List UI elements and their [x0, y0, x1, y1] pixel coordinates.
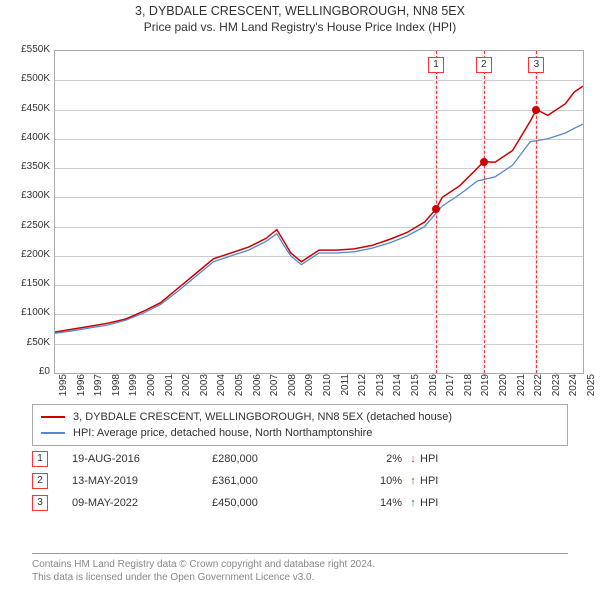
legend-label: HPI: Average price, detached house, Nort…: [73, 425, 372, 441]
highlight-marker-box: 3: [528, 57, 544, 73]
x-axis-label: 2021: [516, 374, 527, 404]
x-axis-label: 2016: [428, 374, 439, 404]
x-axis-label: 1997: [93, 374, 104, 404]
transaction-row: 2 13-MAY-2019£361,00010% ↑ HPI: [32, 470, 568, 492]
transactions-table: 1 19-AUG-2016£280,0002% ↓ HPI 2 13-MAY-2019£…: [32, 448, 568, 514]
legend: 3, DYBDALE CRESCENT, WELLINGBOROUGH, NN8…: [32, 404, 568, 446]
x-axis-label: 2010: [322, 374, 333, 404]
x-axis-label: 2011: [340, 374, 351, 404]
legend-label: 3, DYBDALE CRESCENT, WELLINGBOROUGH, NN8…: [73, 409, 452, 425]
arrow-up-icon: ↑: [406, 475, 420, 487]
transaction-index-box: 2: [32, 473, 48, 489]
plot-region: 1 2 3: [54, 50, 584, 374]
y-axis-label: £150K: [10, 278, 50, 289]
transaction-index-box: 1: [32, 451, 48, 467]
y-axis-label: £50K: [10, 337, 50, 348]
transaction-price: £361,000: [212, 475, 332, 487]
x-axis-label: 2017: [445, 374, 456, 404]
x-axis-label: 2005: [234, 374, 245, 404]
x-axis-label: 2006: [252, 374, 263, 404]
transaction-suffix: HPI: [420, 497, 438, 509]
highlight-marker-box: 1: [428, 57, 444, 73]
x-axis-label: 2002: [181, 374, 192, 404]
footnote-line: This data is licensed under the Open Gov…: [32, 571, 568, 584]
x-axis-label: 2008: [287, 374, 298, 404]
x-axis-label: 2013: [375, 374, 386, 404]
x-axis-label: 2019: [480, 374, 491, 404]
transaction-suffix: HPI: [420, 475, 438, 487]
legend-item: 3, DYBDALE CRESCENT, WELLINGBOROUGH, NN8…: [41, 409, 559, 425]
y-axis-label: £550K: [10, 44, 50, 55]
x-axis-label: 2023: [551, 374, 562, 404]
x-axis-label: 2020: [498, 374, 509, 404]
y-axis-label: £450K: [10, 103, 50, 114]
x-axis-label: 1996: [76, 374, 87, 404]
y-axis-label: £100K: [10, 307, 50, 318]
transaction-suffix: HPI: [420, 453, 438, 465]
transaction-date: 19-AUG-2016: [72, 453, 212, 465]
y-axis-label: £300K: [10, 190, 50, 201]
x-axis-label: 2014: [392, 374, 403, 404]
x-axis-label: 2025: [586, 374, 597, 404]
highlight-marker-box: 2: [476, 57, 492, 73]
x-axis-label: 2000: [146, 374, 157, 404]
y-axis-label: £250K: [10, 220, 50, 231]
series-property: [55, 86, 583, 332]
x-axis-label: 1998: [111, 374, 122, 404]
footnote-line: Contains HM Land Registry data © Crown c…: [32, 558, 568, 571]
legend-swatch: [41, 416, 65, 418]
x-axis-label: 2022: [533, 374, 544, 404]
legend-swatch: [41, 432, 65, 434]
legend-item: HPI: Average price, detached house, Nort…: [41, 425, 559, 441]
x-axis-label: 1999: [128, 374, 139, 404]
transaction-pct: 2%: [332, 453, 402, 465]
x-axis-label: 2018: [463, 374, 474, 404]
transaction-pct: 10%: [332, 475, 402, 487]
arrow-up-icon: ↑: [406, 497, 420, 509]
y-axis-label: £400K: [10, 132, 50, 143]
transaction-date: 09-MAY-2022: [72, 497, 212, 509]
x-axis-label: 2007: [269, 374, 280, 404]
x-axis-label: 2003: [199, 374, 210, 404]
transaction-price: £280,000: [212, 453, 332, 465]
x-axis-label: 2015: [410, 374, 421, 404]
transaction-date: 13-MAY-2019: [72, 475, 212, 487]
chart-title: 3, DYBDALE CRESCENT, WELLINGBOROUGH, NN8…: [0, 4, 600, 18]
y-axis-label: £350K: [10, 161, 50, 172]
footnotes: Contains HM Land Registry data © Crown c…: [32, 553, 568, 584]
x-axis-label: 2024: [568, 374, 579, 404]
x-axis-label: 2009: [304, 374, 315, 404]
y-axis-label: £200K: [10, 249, 50, 260]
price-marker: [532, 106, 540, 114]
transaction-price: £450,000: [212, 497, 332, 509]
y-axis-label: £0: [10, 366, 50, 377]
x-axis-label: 2004: [216, 374, 227, 404]
price-marker: [480, 158, 488, 166]
transaction-row: 1 19-AUG-2016£280,0002% ↓ HPI: [32, 448, 568, 470]
transaction-pct: 14%: [332, 497, 402, 509]
x-axis-label: 2001: [164, 374, 175, 404]
transaction-index-box: 3: [32, 495, 48, 511]
y-axis-label: £500K: [10, 73, 50, 84]
chart-area: £0 £50K £100K £150K £200K £250K £300K £350K £400…: [10, 46, 590, 398]
arrow-down-icon: ↓: [406, 453, 420, 465]
transaction-row: 3 09-MAY-2022£450,00014% ↑ HPI: [32, 492, 568, 514]
price-marker: [432, 205, 440, 213]
chart-subtitle: Price paid vs. HM Land Registry's House …: [0, 20, 600, 34]
x-axis-label: 1995: [58, 374, 69, 404]
x-axis-label: 2012: [357, 374, 368, 404]
